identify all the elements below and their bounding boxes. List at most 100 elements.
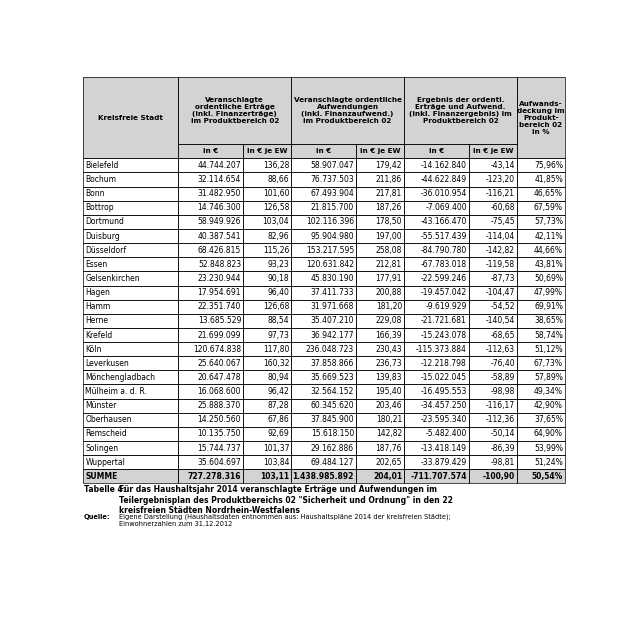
Text: Leverkusen: Leverkusen [85,359,129,368]
Text: 67,73%: 67,73% [534,359,563,368]
Bar [356,441,404,455]
Text: 166,39: 166,39 [375,330,402,339]
Text: Veranschlagte
ordentliche Erträge
(inkl. Finanzerträge)
im Produktbereich 02: Veranschlagte ordentliche Erträge (inkl.… [191,97,279,124]
Bar [517,299,565,314]
Bar [517,356,565,370]
Bar [356,201,404,215]
Text: 88,66: 88,66 [267,175,289,184]
Text: 126,58: 126,58 [263,203,289,212]
Bar [356,229,404,243]
Bar [178,215,243,229]
Bar [517,455,565,469]
Bar [356,427,404,441]
Bar [243,201,291,215]
Bar [469,257,517,272]
Bar [517,370,565,384]
Text: 727.278.316: 727.278.316 [188,472,241,481]
Text: 45.830.190: 45.830.190 [310,274,354,283]
Text: 69.484.127: 69.484.127 [310,458,354,467]
Bar [291,370,356,384]
Bar [243,328,291,342]
Text: 37,65%: 37,65% [534,415,563,424]
Bar [83,77,178,158]
Bar [178,187,243,201]
Bar [291,257,356,272]
Text: in €: in € [203,148,219,154]
Text: Bonn: Bonn [85,189,105,198]
Bar [178,384,243,399]
Bar [243,328,291,342]
Bar [517,158,565,172]
Bar [291,399,356,413]
Bar [243,342,291,356]
Bar [83,314,178,328]
Bar [243,413,291,427]
Bar [404,399,469,413]
Bar [469,285,517,299]
Bar [178,413,243,427]
Bar [243,144,291,158]
Bar [404,356,469,370]
Text: 51,24%: 51,24% [534,458,563,467]
Bar [469,229,517,243]
Bar [517,370,565,384]
Text: 120.631.842: 120.631.842 [306,260,354,269]
Bar [291,427,356,441]
Bar [243,314,291,328]
Text: -16.495.553: -16.495.553 [420,387,467,396]
Bar [404,257,469,272]
Bar [243,469,291,484]
Text: 230,43: 230,43 [375,344,402,354]
Bar [291,384,356,399]
Bar [356,215,404,229]
Bar [517,172,565,187]
Bar [356,243,404,257]
Text: -9.619.929: -9.619.929 [425,302,467,311]
Bar [517,243,565,257]
Bar [83,229,178,243]
Bar [469,314,517,328]
Bar [83,158,178,172]
Text: 42,11%: 42,11% [534,232,563,241]
Text: 178,50: 178,50 [375,218,402,227]
Bar [517,77,565,158]
Bar [83,455,178,469]
Bar [291,328,356,342]
Bar [356,413,404,427]
Bar [356,144,404,158]
Bar [243,272,291,285]
Bar [243,172,291,187]
Bar [243,158,291,172]
Bar [356,356,404,370]
Bar [178,427,243,441]
Bar [404,384,469,399]
Bar [83,201,178,215]
Text: -75,45: -75,45 [490,218,515,227]
Bar [356,187,404,201]
Bar [517,399,565,413]
Bar [178,187,243,201]
Text: 82,96: 82,96 [267,232,289,241]
Bar [356,229,404,243]
Text: -114,04: -114,04 [485,232,515,241]
Bar [178,201,243,215]
Bar [83,187,178,201]
Bar [178,215,243,229]
Bar [178,158,243,172]
Bar [517,285,565,299]
Bar [83,328,178,342]
Bar [291,257,356,272]
Bar [291,342,356,356]
Bar [83,272,178,285]
Text: 37.411.733: 37.411.733 [310,288,354,297]
Text: 35.669.523: 35.669.523 [310,373,354,382]
Bar [291,370,356,384]
Text: 236,73: 236,73 [375,359,402,368]
Bar [469,201,517,215]
Bar [291,299,356,314]
Text: 60.345.620: 60.345.620 [310,401,354,410]
Bar [404,215,469,229]
Bar [178,272,243,285]
Bar [178,201,243,215]
Text: -22.599.246: -22.599.246 [421,274,467,283]
